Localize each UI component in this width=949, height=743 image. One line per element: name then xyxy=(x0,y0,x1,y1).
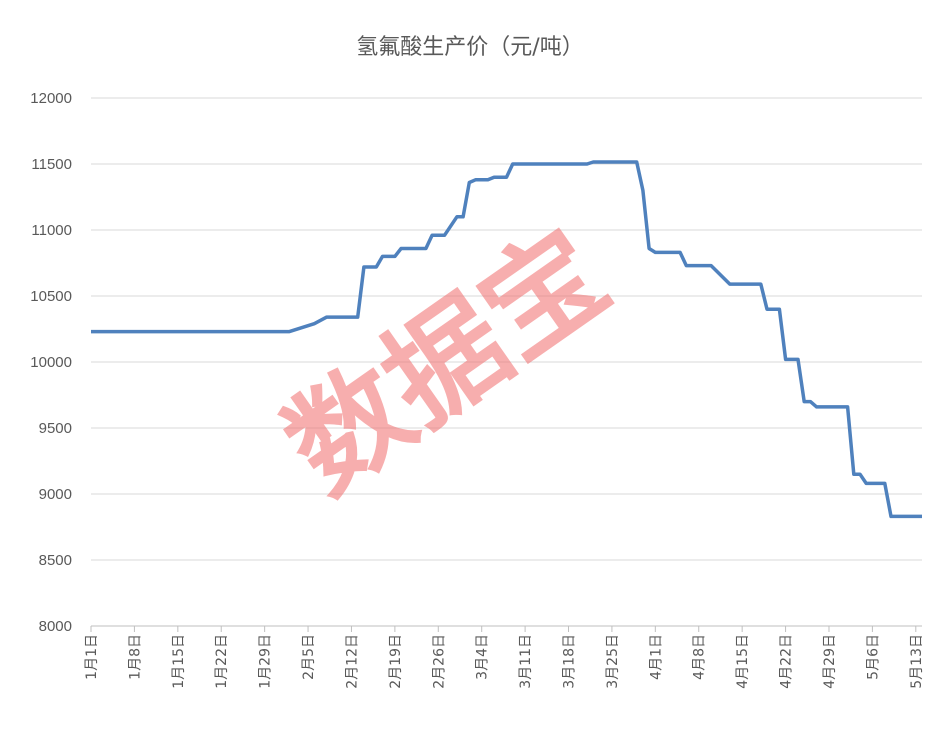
y-axis-tick-labels: 8000 8500 9000 9500 10000 10500 11000 11500 1200… xyxy=(30,90,72,635)
x-tick-label: 5月13日 xyxy=(909,634,925,689)
y-tick-label: 9500 xyxy=(39,420,72,437)
y-tick-label: 8000 xyxy=(39,618,72,635)
x-tick-label: 3月25日 xyxy=(605,634,621,689)
x-tick-label: 1月8日 xyxy=(127,634,143,680)
x-tick-label: 3月11日 xyxy=(518,634,534,689)
x-tick-label: 4月15日 xyxy=(735,634,751,689)
x-tick-label: 4月8日 xyxy=(692,634,708,680)
y-tick-label: 9000 xyxy=(39,486,72,503)
y-tick-label: 10500 xyxy=(30,288,72,305)
chart-title: 氢氟酸生产价（元/吨） xyxy=(356,35,583,60)
x-tick-label: 2月12日 xyxy=(344,634,360,689)
x-tick-label: 1月1日 xyxy=(84,634,100,680)
x-tick-label: 3月18日 xyxy=(562,634,578,689)
x-tick-label: 1月15日 xyxy=(171,634,187,689)
x-tick-label: 5月6日 xyxy=(865,634,881,680)
x-tick-label: 4月22日 xyxy=(779,634,795,689)
x-axis xyxy=(90,625,922,632)
x-tick-label: 3月4日 xyxy=(475,634,491,680)
x-tick-label: 4月29日 xyxy=(822,634,838,689)
y-tick-label: 11000 xyxy=(31,222,72,239)
x-tick-label: 4月1日 xyxy=(648,634,664,680)
series-line xyxy=(91,160,922,519)
y-tick-label: 12000 xyxy=(30,90,72,107)
x-axis-tick-labels: 1月1日 1月8日 1月15日 1月22日 1月29日 2月5日 2月12日 2月19日 2月2… xyxy=(84,634,925,689)
x-tick-label: 2月5日 xyxy=(301,634,317,680)
x-tick-label: 2月19日 xyxy=(388,634,404,689)
x-tick-label: 1月22日 xyxy=(214,634,230,689)
y-tick-label: 11500 xyxy=(31,156,72,173)
x-tick-label: 2月26日 xyxy=(431,634,447,689)
x-tick-label: 1月29日 xyxy=(258,634,274,689)
y-tick-label: 8500 xyxy=(39,552,72,569)
y-tick-label: 10000 xyxy=(30,354,72,371)
